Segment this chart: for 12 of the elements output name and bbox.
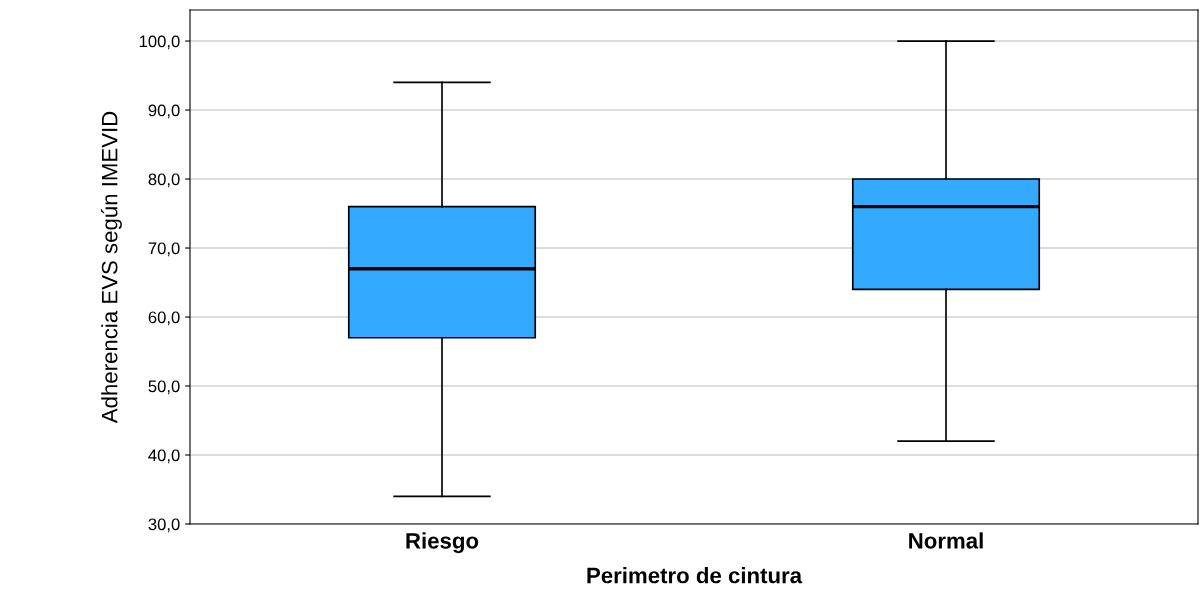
x-tick-label: Riesgo xyxy=(406,532,479,554)
y-tick-label: 80,0 xyxy=(148,173,180,188)
y-tick-label: 90,0 xyxy=(148,104,180,119)
x-axis-title: Perimetro de cintura xyxy=(587,567,803,584)
y-tick-label: 70,0 xyxy=(148,242,180,257)
x-tick-label: Normal xyxy=(909,532,983,549)
y-tick-label: 30,0 xyxy=(148,518,180,533)
y-axis-title: Adherencia EVS según IMEVID xyxy=(100,111,122,424)
y-tick-label: 40,0 xyxy=(148,449,180,464)
y-tick-label: 50,0 xyxy=(148,380,180,395)
y-tick-label: 60,0 xyxy=(148,311,180,326)
y-tick-label: 100,0 xyxy=(139,35,180,50)
